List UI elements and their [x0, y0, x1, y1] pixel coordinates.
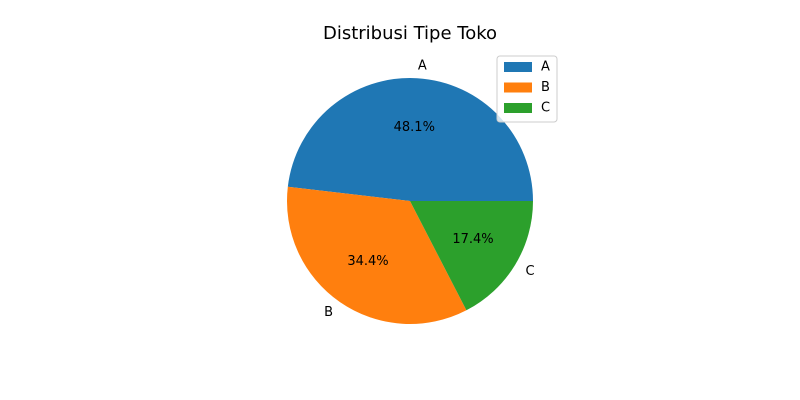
legend-label-c: C — [541, 101, 550, 116]
slice-labels: A 48.1% B 34.4% C 17.4% — [324, 58, 535, 319]
legend: ABC — [496, 55, 558, 123]
pie-slice-a — [287, 78, 533, 201]
pie-slices — [287, 78, 533, 324]
legend-swatch-a — [504, 62, 532, 72]
percent-label-c: 17.4% — [452, 232, 493, 247]
legend-label-a: A — [541, 60, 550, 75]
percent-label-a: 48.1% — [394, 120, 435, 135]
slice-label-a: A — [418, 58, 427, 73]
chart-title: Distribusi Tipe Toko — [323, 23, 497, 44]
pie-slice-c — [410, 201, 533, 311]
pie-slice-b — [287, 186, 467, 324]
slice-label-b: B — [324, 305, 333, 320]
legend-label-b: B — [541, 80, 550, 95]
legend-swatch-c — [504, 103, 532, 113]
legend-swatch-b — [504, 82, 532, 93]
percent-label-b: 34.4% — [347, 254, 388, 269]
slice-label-c: C — [526, 264, 535, 279]
